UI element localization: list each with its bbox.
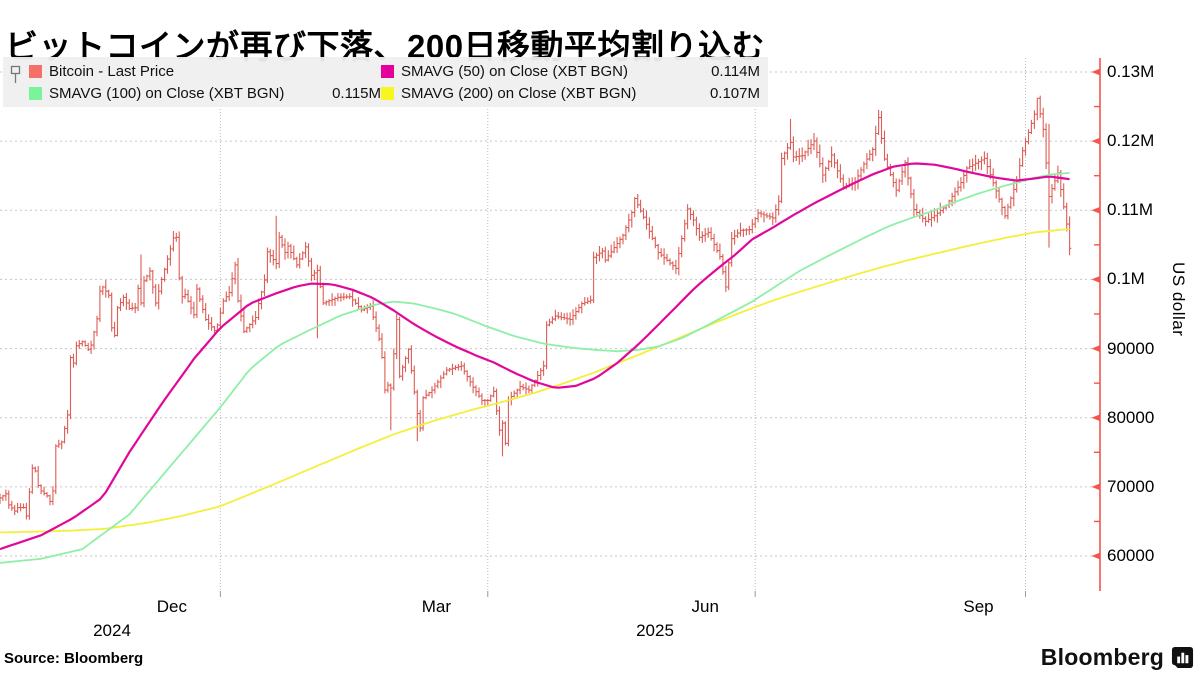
legend-row-2: SMAVG (100) on Close (XBT BGN) 0.115M SM…: [29, 82, 760, 104]
legend-label: SMAVG (200) on Close (XBT BGN): [401, 84, 637, 102]
legend-row-1: Bitcoin - Last Price SMAVG (50) on Close…: [29, 60, 760, 82]
legend-value: 0.115M: [332, 84, 381, 102]
last-price-swatch: [29, 64, 42, 78]
bloomberg-wordmark: Bloomberg: [1040, 644, 1164, 670]
legend-label: SMAVG (100) on Close (XBT BGN): [49, 84, 285, 102]
y-tick-label: 0.1M: [1107, 269, 1145, 289]
bloomberg-logo: Bloomberg: [1041, 644, 1194, 671]
x-year-label: 2025: [636, 621, 674, 640]
legend-item-last-price: Bitcoin - Last Price: [29, 63, 381, 80]
legend-item-smavg-100: SMAVG (100) on Close (XBT BGN) 0.115M: [29, 85, 381, 102]
y-tick-label: 60000: [1107, 546, 1155, 565]
y-tick-label: 0.12M: [1107, 131, 1155, 151]
chart-legend: Bitcoin - Last Price SMAVG (50) on Close…: [3, 57, 768, 107]
legend-value: 0.114M: [711, 62, 760, 80]
y-tick-label: 90000: [1107, 338, 1155, 358]
y-tick-label: 70000: [1107, 476, 1155, 496]
legend-pin-icon: [10, 65, 21, 83]
legend-value: 0.107M: [709, 84, 760, 102]
x-tick-label: Mar: [421, 597, 451, 616]
bloomberg-terminal-icon: [1171, 646, 1194, 669]
y-tick-label: 0.11M: [1107, 200, 1153, 220]
smavg50-swatch: [381, 64, 394, 78]
smavg200-swatch: [381, 86, 394, 100]
legend-label: SMAVG (50) on Close (XBT BGN): [401, 62, 629, 80]
y-tick-label: 80000: [1107, 407, 1155, 427]
legend-item-smavg-50: SMAVG (50) on Close (XBT BGN) 0.114M: [381, 63, 760, 80]
y-axis-title: US dollar: [1169, 262, 1188, 337]
legend-label: Bitcoin - Last Price: [49, 62, 175, 80]
source-caption: Source: Bloomberg: [4, 650, 144, 667]
x-tick-label: Dec: [156, 597, 188, 616]
x-tick-label: Sep: [963, 597, 994, 616]
x-tick-label: Jun: [691, 597, 719, 616]
y-tick-label: 0.13M: [1107, 62, 1155, 81]
legend-item-smavg-200: SMAVG (200) on Close (XBT BGN) 0.107M: [381, 85, 760, 102]
smavg100-swatch: [29, 86, 42, 100]
x-year-label: 2024: [93, 621, 131, 640]
